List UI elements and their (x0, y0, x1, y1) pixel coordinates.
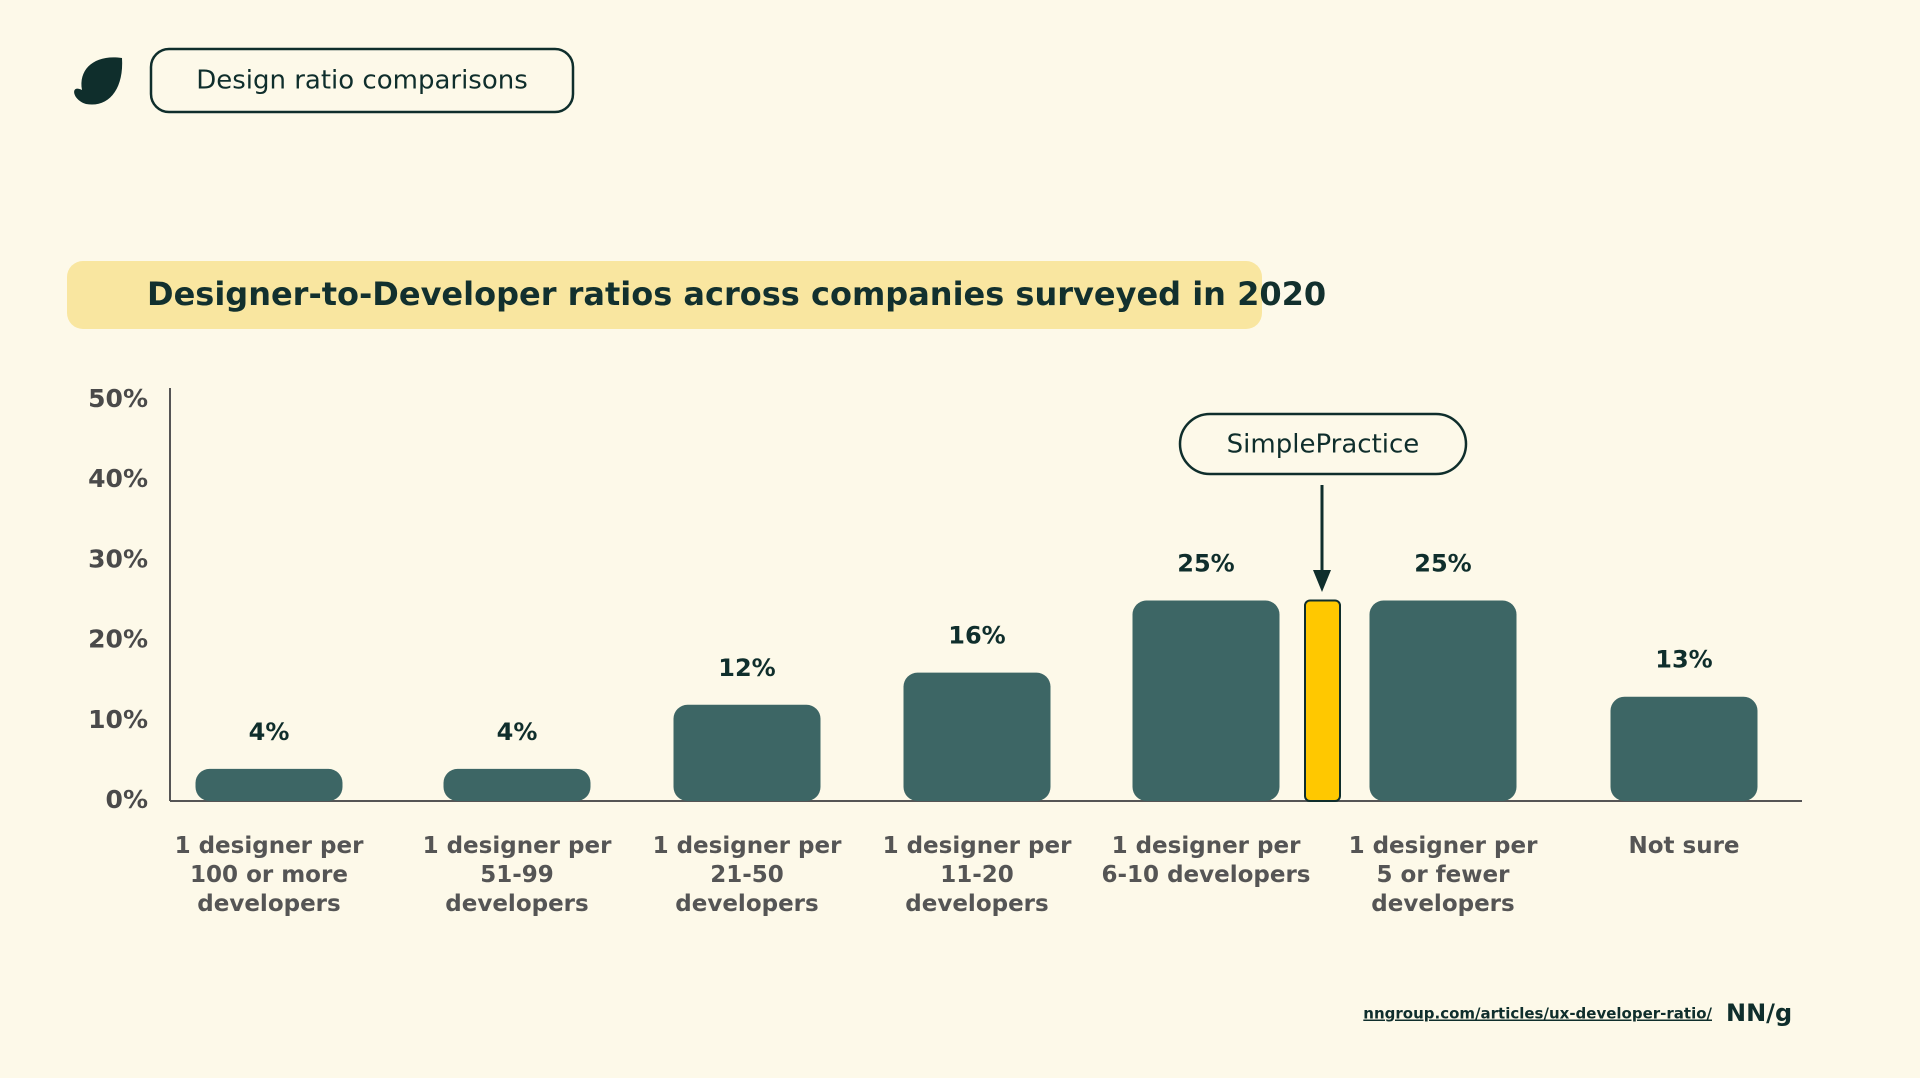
bar (1610, 696, 1758, 801)
annotation-label: SimplePractice (1227, 430, 1420, 460)
logo (74, 57, 123, 105)
bar (903, 672, 1051, 801)
value-label: 4% (497, 718, 538, 746)
x-tick-label: 1 designer per 5 or fewer developers (1348, 833, 1538, 917)
value-label: 4% (249, 718, 290, 746)
y-tick-label: 0% (106, 785, 148, 814)
y-tick-label: 40% (88, 464, 148, 493)
source-link[interactable]: nngroup.com/articles/ux-developer-ratio/ (1363, 1005, 1712, 1023)
x-tick-label: 1 designer per 11-20 developers (882, 833, 1072, 917)
title-band (67, 261, 1262, 329)
y-tick-label: 30% (88, 544, 148, 573)
value-label: 25% (1177, 550, 1234, 578)
annotation-arrowhead (1313, 570, 1331, 592)
x-tick-label: 1 designer per 100 or more developers (174, 833, 364, 917)
header-label: Design ratio comparisons (196, 66, 528, 96)
brand: NN/g (1726, 999, 1792, 1027)
bar (673, 704, 821, 801)
x-tick-label: 1 designer per 51-99 developers (422, 833, 612, 917)
bar (195, 768, 343, 801)
bar (1369, 600, 1517, 801)
y-tick-label: 50% (88, 384, 148, 413)
chart-title: Designer-to-Developer ratios across comp… (147, 275, 1326, 313)
bar (1132, 600, 1280, 801)
highlight-bar (1304, 599, 1341, 802)
y-tick-label: 10% (88, 705, 148, 734)
x-tick-label: 1 designer per 6-10 developers (1101, 833, 1311, 888)
bar (443, 768, 591, 801)
header-pill (149, 47, 575, 114)
value-label: 12% (718, 654, 775, 682)
annotation-pill (1178, 412, 1468, 476)
value-label: 25% (1414, 550, 1471, 578)
x-tick-label: 1 designer per 21-50 developers (652, 833, 842, 917)
y-tick-label: 20% (88, 625, 148, 654)
x-tick-label: Not sure (1628, 833, 1740, 859)
value-label: 16% (948, 622, 1005, 650)
value-label: 13% (1655, 646, 1712, 674)
